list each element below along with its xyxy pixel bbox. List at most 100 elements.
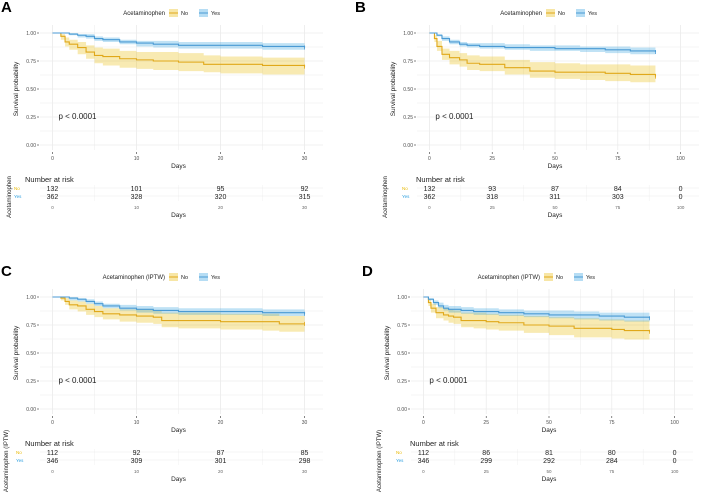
survival-line-yes — [52, 296, 306, 314]
risk-row-label-yes: Yes — [402, 194, 410, 199]
survival-line-yes — [429, 32, 657, 53]
legend-label-yes: Yes — [211, 275, 220, 281]
survival-line-yes — [423, 296, 651, 319]
ci-band-yes — [52, 297, 305, 318]
survival-line-no — [52, 32, 306, 67]
p-value: p < 0.0001 — [429, 376, 468, 385]
y-axis-label: Survival probability — [384, 325, 391, 380]
legend: Acetaminophen No Yes — [123, 9, 220, 17]
risk-value: 311 — [549, 194, 560, 201]
legend-label-yes: Yes — [586, 275, 595, 281]
y-tick-label: 0.00 — [26, 143, 36, 149]
y-tick-label: 0.75 — [403, 59, 413, 65]
risk-x-tick-label: 50 — [546, 469, 552, 474]
risk-table-title: Number at risk — [416, 175, 465, 184]
p-value: p < 0.0001 — [58, 112, 97, 121]
risk-value: 309 — [131, 458, 143, 465]
risk-value: 112 — [418, 450, 429, 457]
legend-label-no: No — [558, 11, 565, 17]
risk-table-strata-label: Acetaminophen (IPTW) — [4, 430, 10, 492]
risk-row-label-no: No — [16, 450, 22, 455]
risk-value: 318 — [486, 194, 498, 201]
risk-x-tick-label: 0 — [51, 205, 54, 210]
risk-x-tick-label: 0 — [51, 469, 54, 474]
risk-value: 0 — [673, 458, 677, 465]
y-tick-label: 0.00 — [26, 407, 36, 413]
x-tick-label: 50 — [546, 420, 552, 426]
risk-x-axis-label: Days — [171, 212, 187, 219]
risk-row-label-no: No — [14, 186, 20, 191]
x-tick-label: 0 — [51, 156, 54, 162]
risk-x-tick-label: 25 — [490, 205, 496, 210]
p-value: p < 0.0001 — [435, 112, 474, 121]
km-chart-a: 0.00 0.25 0.50 0.75 1.00 Survival probability… — [7, 9, 323, 219]
risk-value: 92 — [301, 186, 309, 193]
risk-x-tick-label: 30 — [302, 205, 308, 210]
risk-value: 86 — [482, 450, 490, 457]
y-tick-label: 0.50 — [403, 87, 413, 93]
y-tick-label: 0.00 — [397, 407, 407, 413]
survival-line-no — [423, 296, 651, 332]
y-tick-label: 0.75 — [397, 323, 407, 329]
risk-value: 112 — [47, 450, 58, 457]
y-tick-label: 0.25 — [26, 115, 36, 121]
y-tick-label: 0.50 — [397, 351, 407, 357]
risk-row-label-yes: Yes — [396, 458, 404, 463]
km-chart-c: 0.00 0.25 0.50 0.75 1.00 Survival probability… — [4, 273, 323, 492]
legend-label-yes: Yes — [211, 11, 220, 17]
legend-label-no: No — [556, 275, 563, 281]
ci-band-yes — [429, 33, 656, 56]
risk-x-tick-label: 10 — [134, 205, 140, 210]
x-tick-label: 10 — [134, 156, 140, 162]
panel-c: C 0.00 0.25 0.50 0.75 1.00 Survival probabili… — [0, 251, 354, 502]
x-axis-label: Days — [171, 427, 187, 434]
risk-table-title: Number at risk — [25, 175, 74, 184]
y-tick-label: 1.00 — [403, 31, 413, 37]
risk-row-label-no: No — [396, 450, 402, 455]
risk-value: 0 — [679, 186, 683, 193]
risk-x-tick-label: 0 — [422, 469, 425, 474]
y-tick-label: 1.00 — [397, 295, 407, 301]
risk-value: 320 — [215, 194, 227, 201]
ci-band-no — [423, 297, 650, 341]
risk-x-tick-label: 10 — [134, 469, 140, 474]
p-value: p < 0.0001 — [58, 376, 97, 385]
risk-value: 284 — [606, 458, 618, 465]
risk-table: Number at risk Acetaminophen (IPTW) No 112 8… — [377, 430, 693, 492]
survival-line-yes — [52, 32, 306, 48]
y-tick-label: 0.00 — [403, 143, 413, 149]
risk-value: 132 — [424, 186, 436, 193]
risk-value: 298 — [299, 458, 311, 465]
risk-value: 346 — [47, 458, 59, 465]
risk-table-title: Number at risk — [410, 439, 459, 448]
risk-value: 101 — [131, 186, 143, 193]
x-tick-label: 75 — [609, 420, 615, 426]
x-tick-label: 25 — [483, 420, 489, 426]
x-tick-label: 100 — [676, 156, 685, 162]
survival-line-no — [52, 296, 305, 325]
risk-table-strata-label: Acetaminophen — [383, 176, 389, 218]
x-tick-label: 100 — [670, 420, 679, 426]
y-tick-label: 1.00 — [26, 295, 36, 301]
x-axis-label: Days — [171, 163, 187, 170]
legend: Acetaminophen No Yes — [500, 9, 597, 17]
gridlines — [411, 289, 693, 414]
risk-value: 92 — [133, 450, 141, 457]
risk-x-tick-label: 50 — [552, 205, 558, 210]
panel-a: A 0.00 0.25 0.50 0.75 1.00 Survival probabili… — [0, 0, 354, 251]
legend-title: Acetaminophen — [123, 11, 165, 17]
y-tick-label: 0.25 — [397, 379, 407, 385]
x-tick-label: 50 — [552, 156, 558, 162]
x-tick-label: 25 — [489, 156, 495, 162]
risk-value: 0 — [679, 194, 683, 201]
legend: Acetaminophen (IPTW) No Yes — [478, 273, 595, 281]
gridlines — [417, 25, 699, 150]
panel-label: C — [1, 263, 12, 280]
risk-value: 87 — [217, 450, 225, 457]
risk-value: 132 — [47, 186, 59, 193]
legend-label-no: No — [181, 11, 188, 17]
y-axis-label: Survival probability — [13, 61, 20, 116]
risk-value: 95 — [217, 186, 225, 193]
risk-value: 362 — [47, 194, 59, 201]
risk-x-tick-label: 100 — [677, 205, 685, 210]
